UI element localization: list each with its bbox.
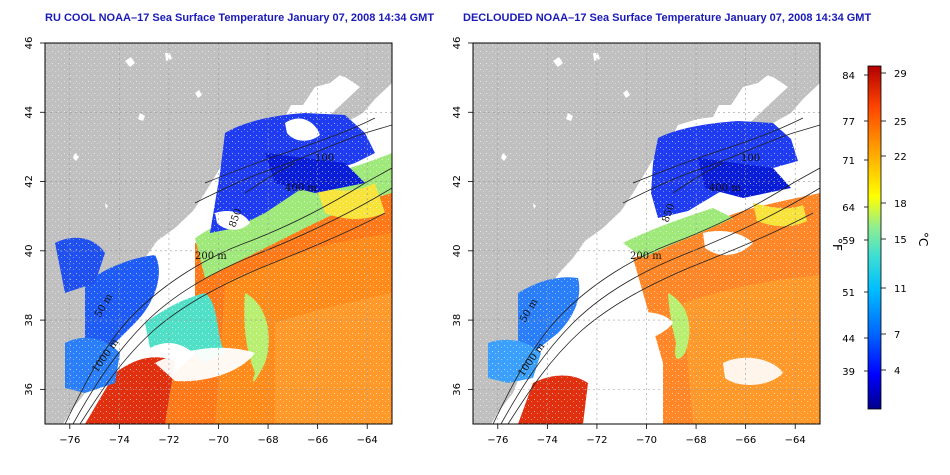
- colorbar-f-tick: 84: [842, 71, 855, 82]
- colorbar-gradient: [867, 65, 882, 410]
- x-tick-label: −74: [109, 435, 130, 446]
- x-tick-label: −64: [357, 435, 378, 446]
- left-sst-map[interactable]: 100 400 m 850 200 m 50 m 1000 m: [44, 42, 393, 425]
- fahrenheit-unit-label: °F: [830, 238, 844, 251]
- right-map-title: DECLOUDED NOAA–17 Sea Surface Temperatur…: [463, 12, 872, 24]
- x-tick-label: −70: [208, 435, 229, 446]
- contour-label: 400 m: [285, 183, 317, 194]
- colorbar-f-tick: 39: [842, 367, 855, 378]
- colorbar-c-tick: 11: [894, 284, 907, 295]
- left-map-title: RU COOL NOAA–17 Sea Surface Temperature …: [45, 12, 435, 24]
- contour-label: 200 m: [195, 251, 227, 262]
- colorbar-f-tick: 44: [842, 334, 855, 345]
- y-tick-label: 44: [24, 106, 35, 119]
- x-tick-label: −72: [158, 435, 179, 446]
- y-tick-label: 46: [452, 37, 463, 50]
- colorbar-f-tick: 51: [842, 288, 855, 299]
- x-tick-label: −72: [586, 435, 607, 446]
- celsius-ticks: 29 25 22 18 15 11 7 4: [881, 69, 907, 377]
- colorbar-f-tick: 59: [842, 236, 855, 247]
- contour-label: 100: [741, 153, 760, 164]
- left-axes: −76 −74 −72 −70 −68 −66 −64 46 44 42 40 38 36: [24, 37, 378, 446]
- right-sst-map[interactable]: 100 400 m 850 200 m 50 m 1000 m: [472, 42, 821, 425]
- y-tick-label: 40: [24, 244, 35, 257]
- y-tick-label: 40: [452, 244, 463, 257]
- x-tick-label: −74: [537, 435, 558, 446]
- contour-label: 400 m: [709, 183, 741, 194]
- right-graticule: [473, 42, 820, 424]
- colorbar-c-tick: 29: [894, 69, 907, 80]
- colorbar-c-tick: 25: [894, 117, 907, 128]
- colorbar-c-tick: 7: [894, 330, 900, 341]
- temperature-colorbar: 84 77 71 64 59 51 44 39 29 25 22 18 15 11 7 4 °F °C: [830, 65, 930, 410]
- colorbar-c-tick: 15: [894, 235, 907, 246]
- y-tick-label: 46: [24, 37, 35, 50]
- y-tick-label: 36: [24, 383, 35, 396]
- left-graticule: [45, 42, 392, 424]
- celsius-unit-label: °C: [916, 232, 930, 246]
- x-tick-label: −68: [686, 435, 707, 446]
- fahrenheit-ticks: 84 77 71 64 59 51 44 39: [842, 71, 868, 378]
- x-tick-label: −66: [307, 435, 328, 446]
- contour-label: 100: [315, 153, 334, 164]
- y-tick-label: 44: [452, 106, 463, 119]
- x-tick-label: −64: [785, 435, 806, 446]
- x-tick-label: −76: [59, 435, 80, 446]
- y-tick-label: 38: [452, 314, 463, 327]
- x-tick-label: −68: [258, 435, 279, 446]
- y-tick-label: 38: [24, 314, 35, 327]
- y-tick-label: 42: [452, 175, 463, 188]
- x-tick-label: −66: [735, 435, 756, 446]
- colorbar-f-tick: 77: [842, 117, 855, 128]
- x-tick-label: −70: [636, 435, 657, 446]
- colorbar-c-tick: 4: [894, 366, 900, 377]
- y-tick-label: 42: [24, 175, 35, 188]
- colorbar-f-tick: 64: [842, 203, 855, 214]
- colorbar-c-tick: 22: [894, 152, 907, 163]
- y-tick-label: 36: [452, 383, 463, 396]
- colorbar-c-tick: 18: [894, 199, 907, 210]
- right-axes: −76 −74 −72 −70 −68 −66 −64 46 44 42 40 38 36: [452, 37, 806, 446]
- colorbar-f-tick: 71: [842, 156, 855, 167]
- x-tick-label: −76: [487, 435, 508, 446]
- contour-label: 200 m: [630, 251, 662, 262]
